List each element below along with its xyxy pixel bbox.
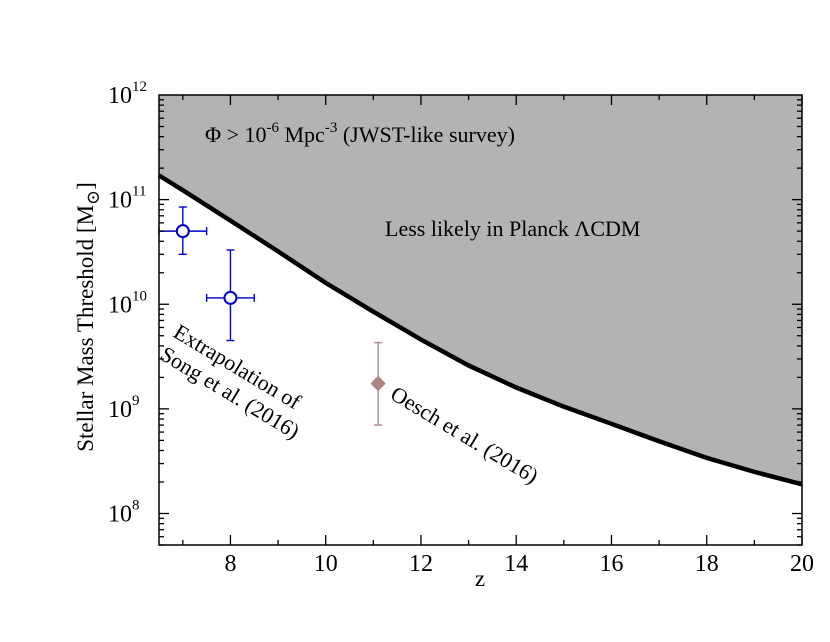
x-tick-label: 10 (314, 551, 338, 577)
y-tick-label: 109 (108, 393, 140, 423)
x-tick-label: 8 (224, 551, 236, 577)
data-point-circle (175, 224, 190, 239)
x-tick-label: 20 (790, 551, 814, 577)
survey-annotation: Φ > 10-6 Mpc-3 (JWST-like survey) (205, 120, 515, 147)
y-tick-label: 1012 (108, 79, 147, 109)
y-tick-exponent: 11 (132, 184, 146, 200)
threshold-curve (157, 173, 803, 487)
excluded-region (159, 95, 802, 485)
x-axis-label: z (475, 566, 485, 591)
y-tick-base: 10 (108, 502, 132, 528)
survey-exp: -6 (267, 120, 280, 136)
y-axis-label-close: ] (73, 182, 98, 190)
y-tick-label: 1010 (108, 288, 147, 318)
survey-unit: Mpc (279, 122, 325, 147)
y-tick-label: 108 (108, 498, 140, 528)
y-tick-exponent: 10 (132, 288, 147, 304)
x-tick-label: 12 (409, 551, 433, 577)
x-tick-label: 18 (695, 551, 719, 577)
y-tick-base: 10 (108, 397, 132, 423)
survey-unit-exp: -3 (325, 120, 338, 136)
data-point-circle (223, 290, 238, 305)
y-tick-label: 1011 (108, 184, 146, 214)
planck-annotation: Less likely in Planck ΛCDM (385, 216, 641, 241)
survey-phi: Φ > 10 (205, 122, 267, 147)
y-tick-exponent: 9 (132, 393, 140, 409)
y-axis-label-main: Stellar Mass Threshold [M (73, 205, 98, 452)
y-tick-exponent: 8 (132, 498, 140, 514)
y-axis-label: Stellar Mass Threshold [M⊙] (73, 182, 103, 452)
axis-ticks (159, 95, 803, 546)
y-tick-exponent: 12 (132, 79, 147, 95)
x-tick-labels: 8 10 12 14 16 18 20 (224, 551, 814, 577)
y-tick-base: 10 (108, 292, 132, 318)
extrapolation-annotation: Extrapolation ofSong et al. (2016) (156, 319, 317, 444)
x-tick-label: 16 (599, 551, 623, 577)
y-tick-base: 10 (108, 188, 132, 214)
survey-rest: (JWST-like survey) (337, 122, 515, 147)
x-tick-label: 14 (504, 551, 528, 577)
data-point-diamond (370, 375, 386, 392)
y-axis-label-sun: ⊙ (83, 190, 103, 205)
oesch-annotation: Oesch et al. (2016) (386, 381, 542, 489)
y-tick-base: 10 (108, 83, 132, 109)
